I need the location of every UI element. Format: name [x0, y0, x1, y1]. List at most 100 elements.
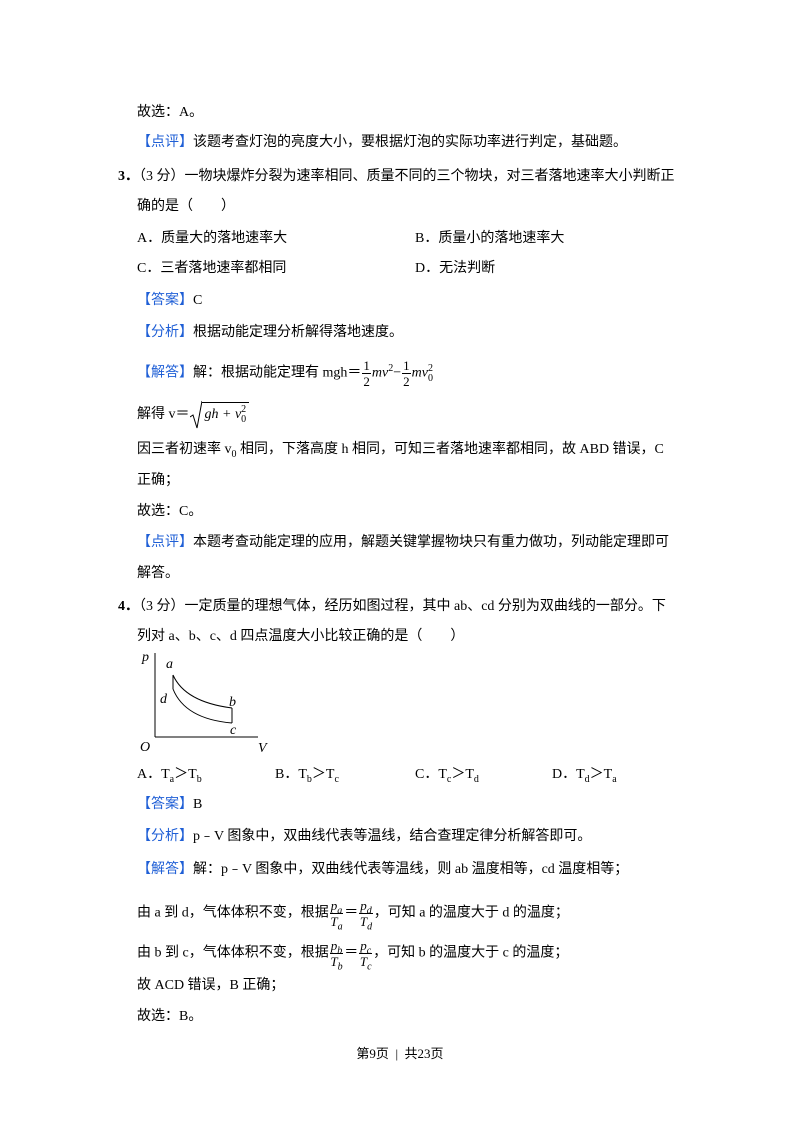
text: A．T	[137, 767, 170, 782]
denominator: Ta	[330, 914, 344, 932]
numerator: pd	[359, 898, 373, 917]
text: 确的是（ ）	[137, 199, 235, 214]
text: ＝	[344, 945, 359, 961]
origin-label: O	[140, 740, 150, 755]
fraction: pd Td	[359, 898, 373, 932]
text: a	[169, 773, 175, 785]
text: 解得 v＝	[137, 407, 190, 423]
text: 该题考查灯泡的亮度大小，要根据灯泡的实际功率进行判定，基础题。	[193, 135, 627, 150]
text: c	[366, 945, 372, 957]
text: 故选：C。	[137, 504, 203, 519]
line: 故选：B。	[137, 1007, 202, 1027]
text: gh + v	[204, 407, 242, 423]
curve-dc	[172, 688, 233, 724]
point-label: d	[160, 692, 168, 707]
option: C．三者落地速率都相同	[137, 261, 287, 276]
point-label: c	[230, 723, 237, 738]
text: b	[337, 945, 343, 957]
tag: 【分析】	[137, 829, 193, 844]
text: B．T	[275, 767, 307, 782]
denominator: Tb	[330, 954, 344, 972]
text: b	[306, 773, 312, 785]
tag: 【解答】	[137, 365, 193, 381]
text: D．T	[552, 767, 585, 782]
text: a	[337, 921, 343, 933]
fraction: pc Tc	[359, 938, 373, 972]
text: 2	[403, 374, 410, 389]
text: 由 a 到 d，气体体积不变，根据	[137, 905, 329, 921]
tag: 【答案】	[137, 293, 193, 308]
line: 【分析】根据动能定理分析解得落地速度。	[137, 323, 403, 343]
text: c	[367, 961, 372, 973]
text: 相同，下落高度 h 相同，可知三者落地速率都相同，故 ABD 错误，C	[236, 442, 664, 457]
line: 【分析】p﹣V 图象中，双曲线代表等温线，结合查理定律分析解答即可。	[137, 827, 591, 847]
line: 3．（3 分）一物块爆炸分裂为速率相同、质量不同的三个物块，对三者落地速率大小判…	[118, 167, 675, 187]
option: D．Td＞Ta	[552, 765, 617, 785]
text: ，可知 b 的温度大于 c 的温度；	[373, 945, 569, 961]
radical-stroke	[189, 400, 202, 429]
line: 【点评】该题考查灯泡的亮度大小，要根据灯泡的实际功率进行判定，基础题。	[137, 133, 627, 153]
text: d	[366, 905, 372, 917]
line: 【解答】解：p﹣V 图象中，双曲线代表等温线，则 ab 温度相等，cd 温度相等…	[137, 860, 628, 880]
text: mv	[411, 365, 428, 381]
pv-diagram: p a d b c O V	[140, 650, 268, 756]
text: 第9页	[356, 1046, 389, 1061]
text: 因三者初速率 v	[137, 442, 232, 457]
text: d	[473, 773, 479, 785]
text: 根据动能定理分析解得落地速度。	[193, 325, 403, 340]
line: 【答案】C	[137, 291, 202, 311]
text: ＞T	[589, 767, 613, 782]
fraction: pb Tb	[329, 938, 344, 972]
text: C．T	[415, 767, 447, 782]
tag: 【答案】	[137, 797, 193, 812]
point-label: a	[166, 657, 173, 672]
tag: 【点评】	[137, 535, 193, 550]
text: d	[584, 773, 590, 785]
text: p	[330, 898, 338, 913]
numerator: pb	[329, 938, 344, 957]
line: 确的是（ ）	[137, 197, 235, 217]
text: ＝	[344, 905, 359, 921]
option: B．Tb＞Tc	[275, 765, 339, 785]
text: （3 分）一定质量的理想气体，经历如图过程，其中 ab、cd 分别为双曲线的一部…	[139, 599, 666, 614]
text: 0	[241, 414, 247, 425]
text: 解：根据动能定理有 mgh＝	[193, 365, 362, 381]
tag: 【解答】	[137, 862, 193, 877]
denominator: Td	[359, 914, 373, 932]
text: 2	[241, 404, 247, 415]
text: 2	[427, 362, 433, 374]
line: 由 b 到 c，气体体积不变，根据 pb Tb ＝ pc Tc ，可知 b 的温度大于 c …	[137, 938, 569, 972]
text: T	[330, 914, 338, 929]
text: 故 ACD 错误，B 正确；	[137, 978, 285, 993]
option: D．无法判断	[415, 261, 496, 276]
text: 正确；	[137, 473, 179, 488]
line: 列对 a、b、c、d 四点温度大小比较正确的是（ ）	[137, 627, 464, 647]
line: 4．（3 分）一定质量的理想气体，经历如图过程，其中 ab、cd 分别为双曲线的…	[118, 597, 666, 617]
text: B	[193, 797, 203, 812]
option: C．Tc＞Td	[415, 765, 479, 785]
text: ＞T	[174, 767, 197, 782]
text: 列对 a、b、c、d 四点温度大小比较正确的是（ ）	[137, 629, 465, 644]
radical	[189, 400, 202, 429]
text: p	[360, 898, 367, 913]
text: T	[330, 954, 338, 969]
point-label: b	[229, 695, 236, 710]
axis-label: V	[258, 741, 268, 756]
line: 【点评】本题考查动能定理的应用，解题关键掌握物块只有重力做功，列动能定理即可	[137, 533, 669, 553]
text: 共23页	[404, 1046, 444, 1061]
tag: 【分析】	[137, 325, 193, 340]
question-number: 4．	[118, 599, 139, 614]
text: c	[446, 773, 452, 785]
question-number: 3．	[118, 169, 139, 184]
text: ＞T	[451, 767, 474, 782]
axis-label: p	[141, 650, 149, 665]
text: 1	[362, 358, 371, 374]
line: 故选：A。	[137, 103, 203, 123]
text: 由 b 到 c，气体体积不变，根据	[137, 945, 329, 961]
text: （3 分）一物块爆炸分裂为速率相同、质量不同的三个物块，对三者落地速率大小判断正	[139, 169, 675, 184]
